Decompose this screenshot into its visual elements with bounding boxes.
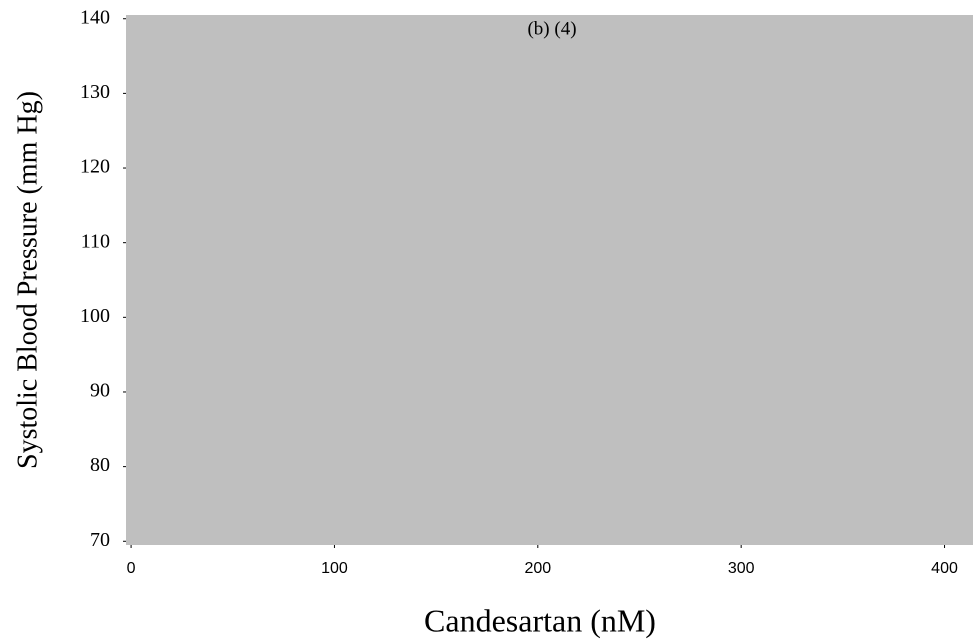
y-tick-label: 110 [81, 230, 110, 252]
y-tick-label: 80 [90, 454, 110, 476]
x-tick-label: 300 [728, 560, 755, 577]
x-tick-label: 400 [931, 560, 958, 577]
x-tick-label: 100 [321, 560, 348, 577]
x-tick-label: 0 [127, 560, 136, 577]
y-tick-label: 100 [80, 305, 110, 327]
y-tick-label: 70 [90, 529, 110, 551]
x-tick-label: 200 [524, 560, 551, 577]
annotation: (b) (4) [527, 18, 576, 39]
y-axis-label: Systolic Blood Pressure (mm Hg) [12, 91, 43, 469]
x-axis-label: Candesartan (nM) [424, 602, 656, 638]
y-tick-label: 90 [90, 380, 110, 402]
y-tick-label: 140 [80, 6, 110, 28]
y-tick-label: 120 [80, 156, 110, 178]
plot-area [126, 15, 973, 545]
y-tick-label: 130 [80, 81, 110, 103]
